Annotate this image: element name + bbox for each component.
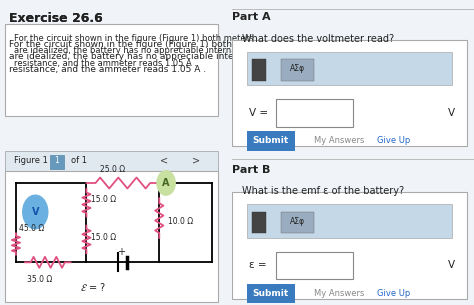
- Text: V =: V =: [249, 108, 268, 118]
- Text: My Answers: My Answers: [314, 289, 365, 298]
- FancyBboxPatch shape: [281, 212, 314, 233]
- FancyBboxPatch shape: [50, 155, 64, 169]
- FancyBboxPatch shape: [247, 131, 295, 151]
- Text: A: A: [162, 178, 170, 188]
- FancyBboxPatch shape: [5, 171, 219, 302]
- Text: $\mathcal{E}$ = ?: $\mathcal{E}$ = ?: [80, 281, 106, 293]
- Text: What does the voltmeter read?: What does the voltmeter read?: [242, 34, 394, 44]
- Text: For the circuit shown in the figure (Figure 1) both meters
are idealized, the ba: For the circuit shown in the figure (Fig…: [9, 40, 267, 74]
- Text: of 1: of 1: [71, 156, 87, 165]
- Text: 15.0 Ω: 15.0 Ω: [91, 195, 116, 204]
- Text: V: V: [31, 207, 39, 217]
- Text: Give Up: Give Up: [377, 289, 410, 298]
- FancyBboxPatch shape: [232, 192, 467, 299]
- FancyBboxPatch shape: [281, 59, 314, 81]
- Text: Submit: Submit: [253, 136, 289, 145]
- Text: 10.0 Ω: 10.0 Ω: [168, 217, 193, 226]
- Circle shape: [23, 195, 48, 229]
- Text: ΑΣφ: ΑΣφ: [290, 64, 305, 73]
- Text: <: <: [160, 156, 168, 165]
- Text: Submit: Submit: [253, 289, 289, 298]
- Text: V: V: [447, 108, 455, 118]
- Text: What is the emf ε of the battery?: What is the emf ε of the battery?: [242, 186, 404, 196]
- FancyBboxPatch shape: [247, 204, 452, 238]
- FancyBboxPatch shape: [252, 59, 266, 81]
- Text: 35.0 Ω: 35.0 Ω: [27, 274, 53, 284]
- Text: 45.0 Ω: 45.0 Ω: [19, 224, 45, 233]
- Text: >: >: [191, 156, 200, 165]
- Text: Exercise 26.6: Exercise 26.6: [9, 12, 103, 25]
- Text: Exercise 26.6: Exercise 26.6: [9, 12, 103, 25]
- Text: Give Up: Give Up: [377, 136, 410, 145]
- Circle shape: [157, 171, 175, 195]
- FancyBboxPatch shape: [5, 151, 219, 172]
- Text: +: +: [117, 247, 125, 257]
- Text: ε =: ε =: [249, 260, 267, 270]
- FancyBboxPatch shape: [276, 99, 353, 127]
- Text: ΑΣφ: ΑΣφ: [290, 217, 305, 226]
- Text: 25.0 Ω: 25.0 Ω: [100, 165, 125, 174]
- Text: 1: 1: [55, 156, 59, 165]
- Text: Part A: Part A: [232, 12, 271, 22]
- FancyBboxPatch shape: [247, 52, 452, 85]
- Text: Figure 1: Figure 1: [14, 156, 47, 165]
- FancyBboxPatch shape: [252, 212, 266, 233]
- Text: Part B: Part B: [232, 165, 271, 175]
- FancyBboxPatch shape: [247, 284, 295, 303]
- Text: For the circuit shown in the figure (Figure 1) both meters
are idealized, the ba: For the circuit shown in the figure (Fig…: [14, 34, 253, 67]
- Text: V: V: [447, 260, 455, 270]
- FancyBboxPatch shape: [232, 40, 467, 146]
- Text: 15.0 Ω: 15.0 Ω: [91, 233, 116, 242]
- FancyBboxPatch shape: [5, 24, 219, 116]
- Text: My Answers: My Answers: [314, 136, 365, 145]
- FancyBboxPatch shape: [276, 252, 353, 279]
